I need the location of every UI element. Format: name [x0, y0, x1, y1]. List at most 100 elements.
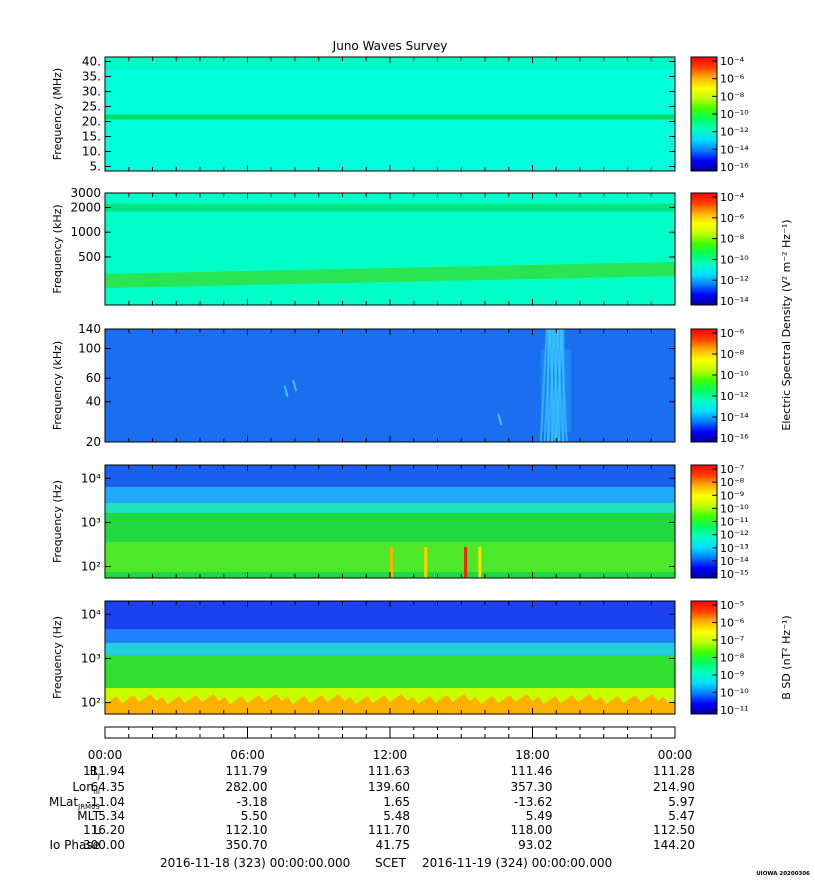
ephemeris-value: 111.63 — [368, 764, 410, 778]
y-tick-label: 10. — [82, 145, 101, 159]
ephemeris-value: 64.35 — [91, 780, 125, 794]
burst-streak — [543, 328, 552, 443]
spectrogram-background — [105, 57, 675, 171]
ephemeris-value: 111.70 — [368, 823, 410, 837]
y-tick-label: 3000 — [70, 186, 101, 200]
colorbar-tick-label: 10⁻¹⁰ — [720, 108, 749, 121]
colorbar-tick-label: 10⁻⁴ — [720, 55, 745, 68]
colorbar-tick-label: 10⁻⁴ — [720, 191, 745, 204]
spectrogram-panel-3: 20 40 60 100 140 Frequency (kHz) 10⁻⁶ 10⁻⁸ 10⁻¹⁰… — [51, 322, 749, 449]
y-tick-label: 1000 — [70, 225, 101, 239]
burst-streak — [555, 328, 564, 443]
y-tick-label: 15. — [82, 130, 101, 144]
ephemeris-value: 111.28 — [653, 764, 695, 778]
ephemeris-value: 5.49 — [526, 809, 553, 823]
colorbar-tick-label: 10⁻¹⁶ — [720, 432, 749, 445]
scet-label: SCET — [375, 856, 407, 870]
cyan-layer — [105, 643, 675, 655]
lightning-spike — [478, 547, 482, 578]
y-tick-label: 40 — [86, 395, 101, 409]
ephemeris-row-label: Io Phase — [49, 838, 100, 852]
ephemeris-value: 41.75 — [376, 838, 410, 852]
spectrogram-panel-1: 5.10.15.20.25.30.35.40. Frequency (MHz) 10… — [51, 55, 749, 175]
colorbar-tick-label: 10⁻⁷ — [720, 463, 744, 476]
colorbar-tick-label: 10⁻⁸ — [720, 348, 745, 361]
auroral-kilometric-band — [105, 262, 675, 288]
y-tick-label: 30. — [82, 85, 101, 99]
ephemeris-value: 116.20 — [83, 823, 125, 837]
colorbar — [690, 328, 718, 443]
cyan-layer — [105, 487, 675, 503]
colorbar-tick-label: 10⁻¹⁵ — [720, 568, 749, 581]
lightning-spike — [464, 547, 468, 578]
shared-colorbar-label: Electric Spectral Density (V² m⁻² Hz⁻¹) — [780, 219, 793, 430]
ephemeris-value: 5.47 — [668, 809, 695, 823]
burst-streak — [551, 328, 560, 443]
lightning-spike — [424, 547, 428, 578]
colorbar-tick-label: 10⁻¹⁰ — [720, 687, 749, 700]
faint-emission — [497, 413, 503, 426]
colorbar-tick-label: 10⁻⁸ — [720, 233, 745, 246]
time-label: 06:00 — [230, 748, 265, 762]
colorbar-tick-label: 10⁻⁵ — [720, 599, 744, 612]
radio-burst-region — [540, 349, 572, 432]
y-tick-label: 10² — [81, 696, 101, 710]
time-label: 18:00 — [515, 748, 550, 762]
ephemeris-value: 5.50 — [241, 809, 268, 823]
colorbar-tick-label: 10⁻¹² — [720, 529, 749, 542]
colorbar-tick-label: 10⁻¹⁶ — [720, 161, 749, 174]
scet-end: 2016-11-19 (324) 00:00:00.000 — [422, 856, 612, 870]
y-axis-label: Frequency (kHz) — [51, 204, 64, 293]
burst-streak — [539, 328, 548, 443]
colorbar-tick-label: 10⁻¹² — [720, 390, 749, 403]
time-label: 00:00 — [658, 748, 693, 762]
colorbar-tick-label: 10⁻¹⁴ — [720, 555, 749, 568]
colorbar-tick-label: 10⁻⁸ — [720, 476, 745, 489]
colorbar-tick-label: 10⁻⁹ — [720, 489, 744, 502]
ephemeris-value: 1.65 — [383, 795, 410, 809]
colorbar-tick-label: 10⁻¹⁰ — [720, 502, 749, 515]
colorbar-tick-label: 10⁻⁶ — [720, 212, 745, 225]
ephemeris-row-label: RJ — [90, 764, 100, 780]
ephemeris-row-label: MLT — [77, 809, 100, 823]
emission-band — [105, 114, 675, 120]
y-tick-label: 500 — [78, 250, 101, 264]
teal-layer — [105, 503, 675, 513]
y-axis-label: Frequency (kHz) — [51, 341, 64, 430]
colorbar-tick-label: 10⁻¹⁴ — [720, 411, 749, 424]
y-tick-label: 60 — [86, 371, 101, 385]
spectrogram-background — [105, 329, 675, 442]
time-label: 12:00 — [373, 748, 408, 762]
scet-start: 2016-11-18 (323) 00:00:00.000 — [160, 856, 350, 870]
ephemeris-value: -11.04 — [86, 795, 125, 809]
y-tick-label: 140 — [78, 322, 101, 336]
emission-band — [105, 203, 675, 212]
y-axis-label: Frequency (MHz) — [51, 68, 64, 160]
ephemeris-value: 112.50 — [653, 823, 695, 837]
colorbar-tick-label: 10⁻¹¹ — [720, 516, 749, 529]
colorbar-tick-label: 10⁻¹⁴ — [720, 143, 749, 156]
ephemeris-value: 111.79 — [226, 764, 268, 778]
ephemeris-value: 93.02 — [518, 838, 552, 852]
y-tick-label: 100 — [78, 342, 101, 356]
ephemeris-row-label: MLatJRM09 — [49, 795, 100, 811]
ephemeris-value: 139.60 — [368, 780, 410, 794]
y-tick-label: 10³ — [81, 651, 101, 665]
colorbar-tick-label: 10⁻¹¹ — [720, 704, 749, 717]
y-tick-label: 20 — [86, 435, 101, 449]
colorbar — [690, 192, 718, 306]
y-tick-label: 10³ — [81, 515, 101, 529]
light-blue-layer — [105, 629, 675, 643]
y-tick-label: 5. — [90, 160, 101, 174]
ephemeris-value: 144.20 — [653, 838, 695, 852]
y-tick-label: 10⁴ — [81, 471, 101, 485]
colorbar-tick-label: 10⁻⁸ — [720, 90, 745, 103]
y-tick-label: 25. — [82, 100, 101, 114]
colorbar-tick-label: 10⁻¹⁰ — [720, 253, 749, 266]
spectrogram-panel-5: 10² 10³ 10⁴ Frequency (Hz) 10⁻⁵ 10⁻⁶ 10⁻⁷ 10⁻⁸ 1… — [51, 599, 793, 717]
colorbar-tick-label: 10⁻⁶ — [720, 617, 745, 630]
chart-title: Juno Waves Survey — [332, 39, 448, 53]
colorbar-tick-label: 10⁻⁶ — [720, 73, 745, 86]
